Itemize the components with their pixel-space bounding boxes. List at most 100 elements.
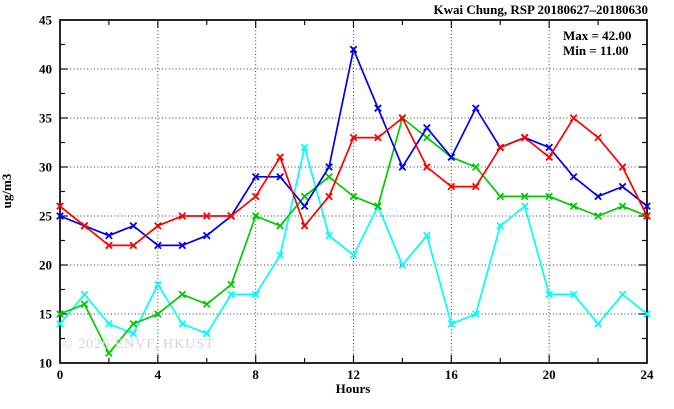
series-cyan-marker [447,319,456,328]
series-blue-marker [56,212,64,220]
series-green-marker [300,192,309,201]
series-red-marker [545,153,554,162]
series-red-marker [447,182,456,191]
series-green-marker [227,280,236,289]
series-cyan-marker [643,310,651,318]
series-cyan-marker [129,329,138,338]
y-tick-label: 20 [39,258,52,273]
x-tick-label: 16 [445,367,459,382]
y-tick-label: 15 [39,307,53,322]
series-cyan-marker [300,143,309,152]
series-red-marker [618,163,627,171]
series-red-marker [496,143,505,152]
series-cyan-marker [618,290,627,299]
y-tick-label: 25 [39,209,53,224]
series-blue-marker [423,123,431,132]
series-blue-marker [374,104,382,113]
series-blue-marker [129,221,138,230]
series-cyan-marker [153,280,162,289]
series-blue-marker [202,231,211,240]
series-blue-marker [471,104,480,113]
series-green-marker [153,310,162,318]
x-tick-label: 24 [641,367,655,382]
watermark: © 2026 ENVF, HKUST [62,337,215,352]
y-tick-label: 45 [39,13,53,28]
series-red-marker [643,212,651,220]
series-cyan-marker [56,319,64,328]
x-tick-label: 20 [543,367,556,382]
series-blue-marker [594,192,602,201]
series-cyan-marker [227,290,236,299]
series-green-marker [594,212,602,220]
y-tick-label: 10 [39,356,52,371]
series-cyan-marker [276,251,284,260]
series-red-marker [105,241,113,250]
chart-title: Kwai Chung, RSP 20180627–20180630 [433,2,648,17]
series-cyan-marker [520,202,529,211]
stats-annotation: Max = 42.00 Min = 11.00 [563,28,631,58]
series-blue-marker [178,241,187,250]
series-cyan-marker [471,310,480,318]
series-blue-marker [447,153,456,162]
series-red-marker [80,221,89,230]
series-cyan-marker [105,319,113,328]
series-green-marker [471,163,480,171]
series-red-marker [227,212,236,220]
y-axis-title: ug/m3 [0,173,14,209]
series-cyan-marker [251,290,260,299]
series-green-marker [545,192,554,201]
y-tick-label: 30 [39,160,52,175]
series-red-marker [325,192,333,201]
series-blue-marker [349,45,358,54]
series-red-marker [153,221,162,230]
series-cyan-marker [569,290,578,299]
series-green-marker [618,202,627,211]
series-red-marker [398,114,407,122]
series-cyan-marker [398,261,407,269]
series-green-marker [129,319,138,328]
series-blue-marker [105,231,113,240]
series-green-marker [496,192,505,201]
series-red-marker [594,133,602,142]
series-blue-marker [398,163,407,171]
min-value-label: Min = 11.00 [563,43,629,58]
series-green-marker [276,221,284,230]
x-tick-label: 12 [347,367,360,382]
x-axis-title: Hours [335,381,371,396]
series-green-marker [105,349,113,358]
series-red-marker [202,212,211,220]
series-blue-marker [300,202,309,211]
series-blue-marker [251,172,260,181]
series-cyan-marker [545,290,554,299]
series-green-marker [520,192,529,201]
series-red-marker [471,182,480,191]
series-red-marker [300,221,309,230]
y-tick-label: 40 [39,62,52,77]
series-blue-marker [545,143,554,152]
series-green-marker [251,212,260,220]
series-green-marker [56,310,64,318]
series-blue-marker [153,241,162,250]
series-cyan-marker [80,290,89,299]
series-blue-marker [618,182,627,191]
series-red-marker [129,241,138,250]
series-red-marker [520,133,529,142]
series-red-marker [276,153,284,162]
x-tick-label: 8 [252,367,259,382]
series-blue-marker [325,163,333,171]
series-cyan-marker [178,319,187,328]
series-green-marker [178,290,187,299]
series-red-marker [569,114,578,122]
series-cyan-marker [202,329,211,338]
series-red-marker [251,192,260,201]
series-red-marker [56,202,64,211]
series-red-marker [374,133,382,142]
axis-frame [59,19,648,364]
series-green-marker [202,300,211,309]
series-green-marker [325,172,333,181]
series-blue-marker [643,202,651,211]
series-cyan-marker [325,231,333,240]
series-green-marker [423,133,431,142]
